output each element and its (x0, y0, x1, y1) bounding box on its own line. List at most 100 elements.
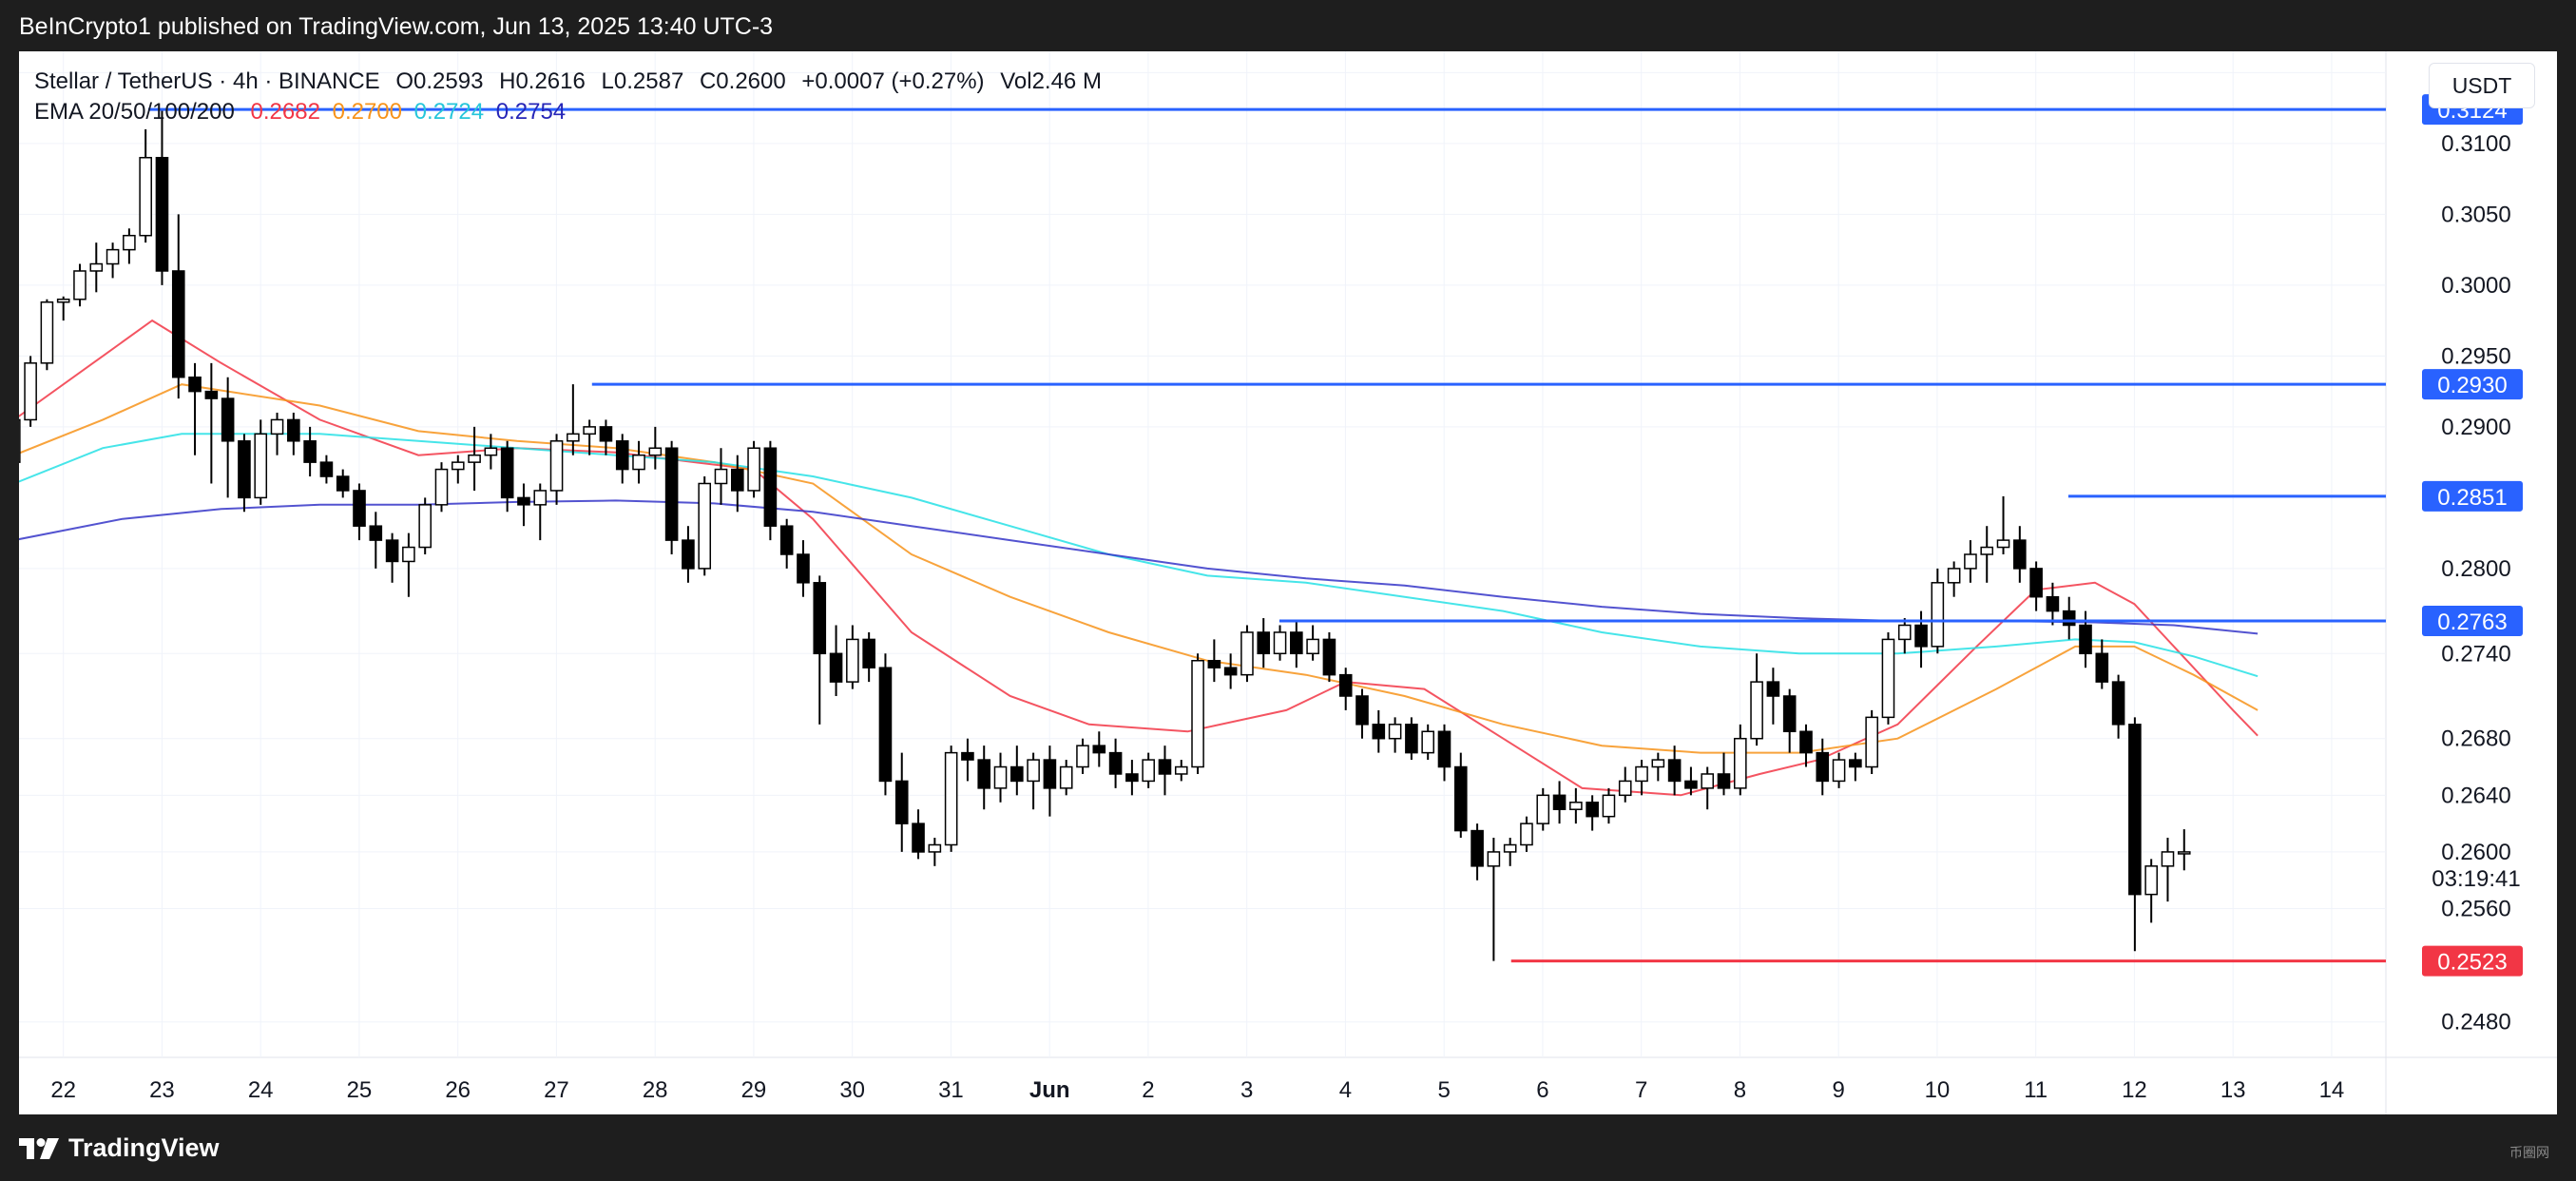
candle-body (1750, 681, 1763, 740)
candle-body (977, 759, 991, 789)
level-price-tag (2422, 606, 2523, 637)
candle-body (1881, 638, 1895, 719)
candle-body (2144, 865, 2158, 896)
candle-body (1684, 780, 1698, 789)
candle-body (813, 582, 827, 655)
x-tick-label: 22 (50, 1077, 76, 1103)
candle-body (1372, 724, 1386, 740)
y-tick-label: 0.2900 (2441, 415, 2510, 440)
candle-body (353, 490, 366, 527)
tradingview-brand: TradingView (68, 1133, 220, 1162)
candle-body (1290, 631, 1303, 655)
candle-body (56, 299, 70, 303)
candle-body (1980, 546, 1994, 555)
candle-body (1437, 730, 1451, 768)
candle-body (1865, 716, 1878, 768)
x-tick-label: 24 (248, 1077, 274, 1103)
y-tick-label: 0.2480 (2441, 1010, 2510, 1036)
candle-body (1799, 730, 1813, 754)
candle-body (615, 440, 629, 471)
candle-body (632, 454, 645, 471)
currency-button[interactable]: USDT (2429, 63, 2535, 108)
candle-body (303, 440, 317, 463)
candle-body (1667, 759, 1682, 783)
level-price-tag (2422, 945, 2523, 977)
candle-body (1586, 802, 1599, 818)
candles (19, 109, 2191, 961)
candle-body (1996, 539, 2010, 549)
ema-line-2 (19, 383, 2259, 754)
candle-body (1043, 759, 1057, 789)
x-tick-label: Jun (1029, 1077, 1070, 1103)
candle-body (1453, 765, 1468, 832)
candle-body (2062, 610, 2076, 627)
chart-frame[interactable]: 0.3124 0.2930 0.2851 0.2763 0.2523 0.2480 0.2… (19, 51, 2557, 1114)
candle-body (1947, 568, 1961, 584)
x-tick-label: 26 (445, 1077, 471, 1103)
candle-body (944, 751, 958, 846)
candle-body (1602, 794, 1616, 818)
candle-body (254, 433, 268, 499)
symbol-label[interactable]: Stellar / TetherUS · 4h · BINANCE (34, 68, 380, 94)
ema-line-3 (19, 433, 2259, 678)
publisher-bar: BeInCrypto1 published on TradingView.com… (0, 0, 2576, 51)
candle-body (1092, 745, 1106, 754)
ema100-value: 0.2724 (413, 99, 485, 125)
candle-body (1766, 681, 1780, 697)
candle-body (270, 418, 284, 436)
candle-body (1207, 660, 1221, 668)
candle-body (993, 765, 1008, 789)
candle-body (682, 539, 695, 570)
candle-body (1733, 737, 1747, 789)
candle-body (468, 454, 481, 463)
candle-body (698, 482, 712, 570)
candle-body (89, 262, 104, 272)
y-tick-label: 0.2740 (2441, 641, 2510, 667)
candle-body (1552, 794, 1567, 810)
tradingview-logo[interactable]: TradingView (19, 1133, 220, 1163)
candle-body (846, 638, 859, 683)
candle-body (730, 468, 744, 492)
x-tick-label: 6 (1536, 1077, 1548, 1103)
candle-body (287, 418, 300, 442)
candle-body (188, 376, 202, 393)
watermark: 币圈网 (2509, 1145, 2549, 1160)
candle-body (1257, 631, 1271, 655)
ema-label[interactable]: EMA 20/50/100/200 (34, 99, 235, 125)
candle-body (1273, 631, 1287, 655)
candle-body (73, 270, 87, 300)
candle-body (763, 447, 778, 527)
candle-body (106, 248, 120, 265)
candle-body (2029, 568, 2043, 598)
candle-body (319, 461, 334, 477)
candle-body (878, 667, 893, 783)
candle-body (385, 539, 399, 563)
candle-body (1520, 823, 1533, 846)
candle-body (1897, 624, 1912, 641)
level-price-label: 0.2763 (2437, 610, 2507, 635)
price-axis: 0.2480 0.2560 0.2600 0.2640 0.2680 0.2740 0.28… (2432, 60, 2520, 1035)
level-price-label: 0.2851 (2437, 485, 2507, 511)
candle-body (1027, 759, 1040, 783)
x-tick-label: 28 (643, 1077, 668, 1103)
candle-body (1536, 794, 1550, 824)
candle-body (1701, 773, 1715, 789)
level-price-label: 0.2523 (2437, 950, 2507, 976)
chart-legend: Stellar / TetherUS · 4h · BINANCE O0.259… (34, 67, 1111, 127)
candle-body (1832, 759, 1846, 783)
bar-countdown: 03:19:41 (2432, 866, 2520, 892)
x-tick-label: 13 (2220, 1077, 2246, 1103)
candle-body (1338, 673, 1353, 697)
candle-body (1388, 724, 1402, 740)
candle-body (797, 553, 810, 584)
candle-body (451, 461, 465, 471)
candle-body (1158, 759, 1172, 775)
candle-body (1108, 751, 1123, 775)
candle-body (19, 418, 21, 463)
candle-body (1059, 765, 1073, 789)
candle-body (402, 546, 415, 563)
candle-body (2079, 624, 2092, 655)
volume-value: Vol2.46 M (1000, 68, 1102, 94)
change-value: +0.0007 (+0.27%) (801, 68, 985, 94)
